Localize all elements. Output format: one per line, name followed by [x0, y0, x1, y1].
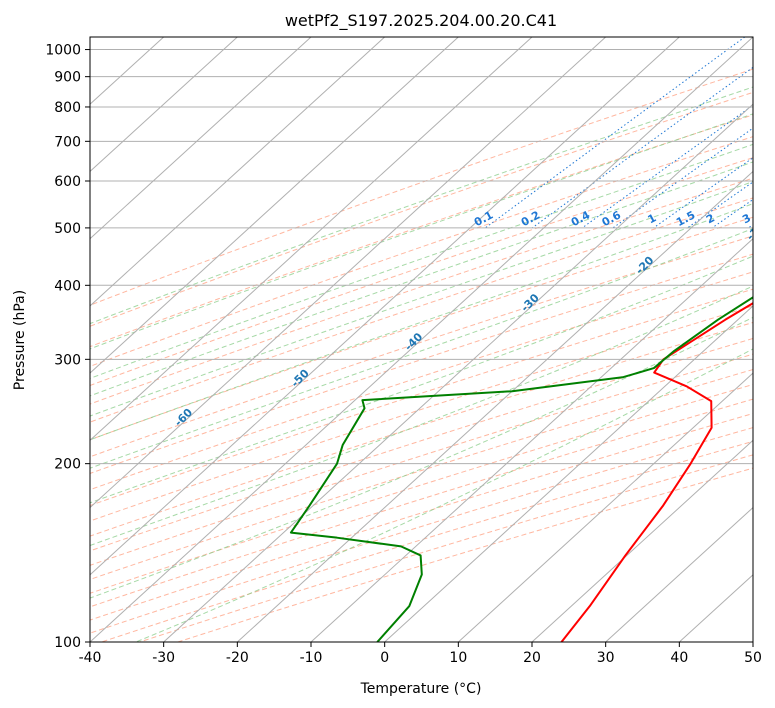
skewed-isotherms	[90, 37, 753, 642]
x-tick-label: -20	[226, 650, 249, 666]
y-tick-label: 600	[54, 174, 81, 190]
x-tick-label: 50	[744, 650, 762, 666]
isotherm-line	[90, 37, 607, 509]
isotherm-line	[90, 37, 680, 576]
dry-adiabat-line	[90, 321, 753, 537]
profile-lines	[289, 296, 753, 642]
x-tick-label: 0	[380, 650, 389, 666]
x-tick-label: 40	[670, 650, 688, 666]
x-tick-label: 20	[523, 650, 541, 666]
moist-adiabat-line	[90, 143, 753, 379]
y-tick-label: 300	[54, 352, 81, 368]
isotherm-line	[605, 506, 753, 642]
dry-adiabat-line	[90, 114, 753, 348]
y-tick-label: 900	[54, 70, 81, 86]
pressure-gridlines	[90, 49, 753, 642]
mixing-ratio-line	[653, 157, 753, 229]
moist-adiabat-line	[90, 203, 753, 441]
y-tick-label: 800	[54, 100, 81, 116]
dry-adiabat-line	[90, 68, 753, 306]
y-tick-label: 1000	[45, 43, 81, 59]
y-axis: 100 200 300 400 500 600 700 800 900 1000	[45, 43, 90, 651]
isotherm-line	[531, 439, 753, 642]
isotherm-line	[90, 37, 386, 307]
isotherm-line	[384, 305, 753, 642]
isotherm-line	[90, 37, 533, 442]
isotherm-line	[90, 37, 459, 374]
y-tick-label: 200	[54, 457, 81, 473]
y-tick-label: 700	[54, 134, 81, 150]
dry-adiabat-line	[90, 353, 753, 566]
x-tick-label: -10	[300, 650, 323, 666]
moist-adiabat-line	[90, 113, 753, 350]
mixing-ratio-line	[485, 37, 746, 229]
dry-adiabat-line	[90, 305, 753, 522]
isotherm-line	[236, 170, 753, 642]
isotherm-line	[90, 37, 312, 240]
isotherm-line	[90, 37, 238, 173]
moist-adiabat-line	[90, 180, 753, 417]
dry-adiabat-line	[90, 337, 753, 552]
mixing-ratio-line	[531, 66, 753, 229]
y-tick-label: 400	[54, 278, 81, 294]
temperature-profile-line	[560, 302, 753, 642]
chart-title: wetPf2_S197.2025.204.00.20.C41	[285, 11, 557, 31]
y-tick-label: 100	[54, 635, 81, 651]
x-tick-label: 10	[449, 650, 467, 666]
mixing-ratio-lines	[485, 37, 753, 229]
plot-frame	[89, 36, 754, 643]
moist-adiabat-line	[90, 285, 753, 547]
x-tick-label: -30	[152, 650, 175, 666]
isotherm-line	[163, 103, 753, 642]
dry-adiabat-line	[90, 177, 753, 405]
dewpoint-profile-line	[289, 296, 753, 642]
isotherm-label: -10	[744, 220, 767, 243]
x-axis: -40 -30 -20 -10 0 10 20 30 40 50	[79, 642, 762, 666]
isotherm-line	[90, 37, 753, 642]
y-axis-label: Pressure (hPa)	[12, 290, 28, 390]
dry-adiabat-line	[90, 368, 753, 580]
x-tick-label: 30	[597, 650, 615, 666]
isotherm-line	[310, 237, 753, 642]
moist-adiabat-line	[90, 227, 753, 469]
x-axis-label: Temperature (°C)	[360, 681, 482, 697]
y-tick-label: 500	[54, 221, 81, 237]
isotherm-line	[457, 372, 753, 642]
x-tick-label: -40	[79, 650, 102, 666]
